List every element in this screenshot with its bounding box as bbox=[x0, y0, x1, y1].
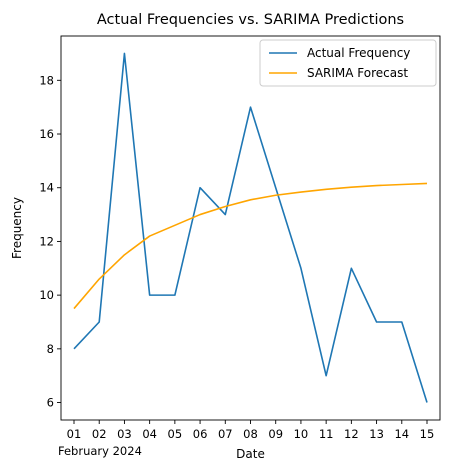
x-tick-label: 03 bbox=[117, 427, 132, 441]
x-axis-ticks: 01 02 03 04 05 06 07 08 09 10 11 12 13 14 15 bbox=[67, 420, 435, 441]
legend: Actual Frequency SARIMA Forecast bbox=[260, 40, 436, 86]
series-line-2 bbox=[74, 183, 427, 308]
legend-entry-label: SARIMA Forecast bbox=[307, 66, 408, 80]
series-layer bbox=[74, 53, 427, 402]
x-tick-label: 06 bbox=[193, 427, 208, 441]
y-tick-label: 10 bbox=[39, 288, 54, 302]
x-axis-offset-label: February 2024 bbox=[58, 444, 142, 458]
y-tick-label: 14 bbox=[39, 181, 54, 195]
x-tick-label: 07 bbox=[218, 427, 233, 441]
x-tick-label: 05 bbox=[168, 427, 183, 441]
y-tick-label: 6 bbox=[47, 396, 54, 410]
x-tick-label: 02 bbox=[92, 427, 107, 441]
y-tick-label: 8 bbox=[47, 342, 54, 356]
plot-area bbox=[61, 36, 440, 420]
x-tick-label: 08 bbox=[243, 427, 258, 441]
y-tick-label: 16 bbox=[39, 127, 54, 141]
y-tick-label: 18 bbox=[39, 73, 54, 87]
x-tick-label: 04 bbox=[142, 427, 157, 441]
x-axis-label: Date bbox=[236, 447, 265, 461]
plot-frame bbox=[61, 36, 440, 420]
x-tick-label: 12 bbox=[344, 427, 359, 441]
x-tick-label: 14 bbox=[394, 427, 409, 441]
x-tick-label: 09 bbox=[268, 427, 283, 441]
x-tick-label: 01 bbox=[67, 427, 82, 441]
x-tick-label: 11 bbox=[319, 427, 334, 441]
x-tick-label: 10 bbox=[294, 427, 309, 441]
y-tick-label: 12 bbox=[39, 234, 54, 248]
y-axis-ticks: 6 8 10 12 14 16 18 bbox=[39, 73, 61, 409]
chart-title: Actual Frequencies vs. SARIMA Prediction… bbox=[97, 12, 404, 28]
x-tick-label: 13 bbox=[369, 427, 384, 441]
legend-entry-label: Actual Frequency bbox=[307, 46, 410, 60]
y-axis-label: Frequency bbox=[10, 197, 24, 259]
x-tick-label: 15 bbox=[420, 427, 435, 441]
series-line-1 bbox=[74, 53, 427, 402]
